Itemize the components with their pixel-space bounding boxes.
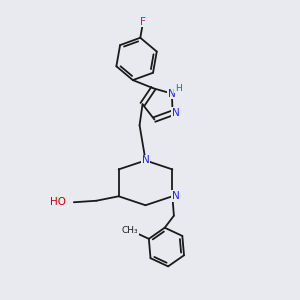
Text: N: N [168,88,176,99]
Text: H: H [175,84,182,93]
Text: F: F [140,16,146,27]
Text: N: N [172,108,179,118]
Text: HO: HO [50,197,66,207]
Text: N: N [172,191,180,201]
Text: N: N [142,155,149,166]
Text: CH₃: CH₃ [122,226,138,235]
